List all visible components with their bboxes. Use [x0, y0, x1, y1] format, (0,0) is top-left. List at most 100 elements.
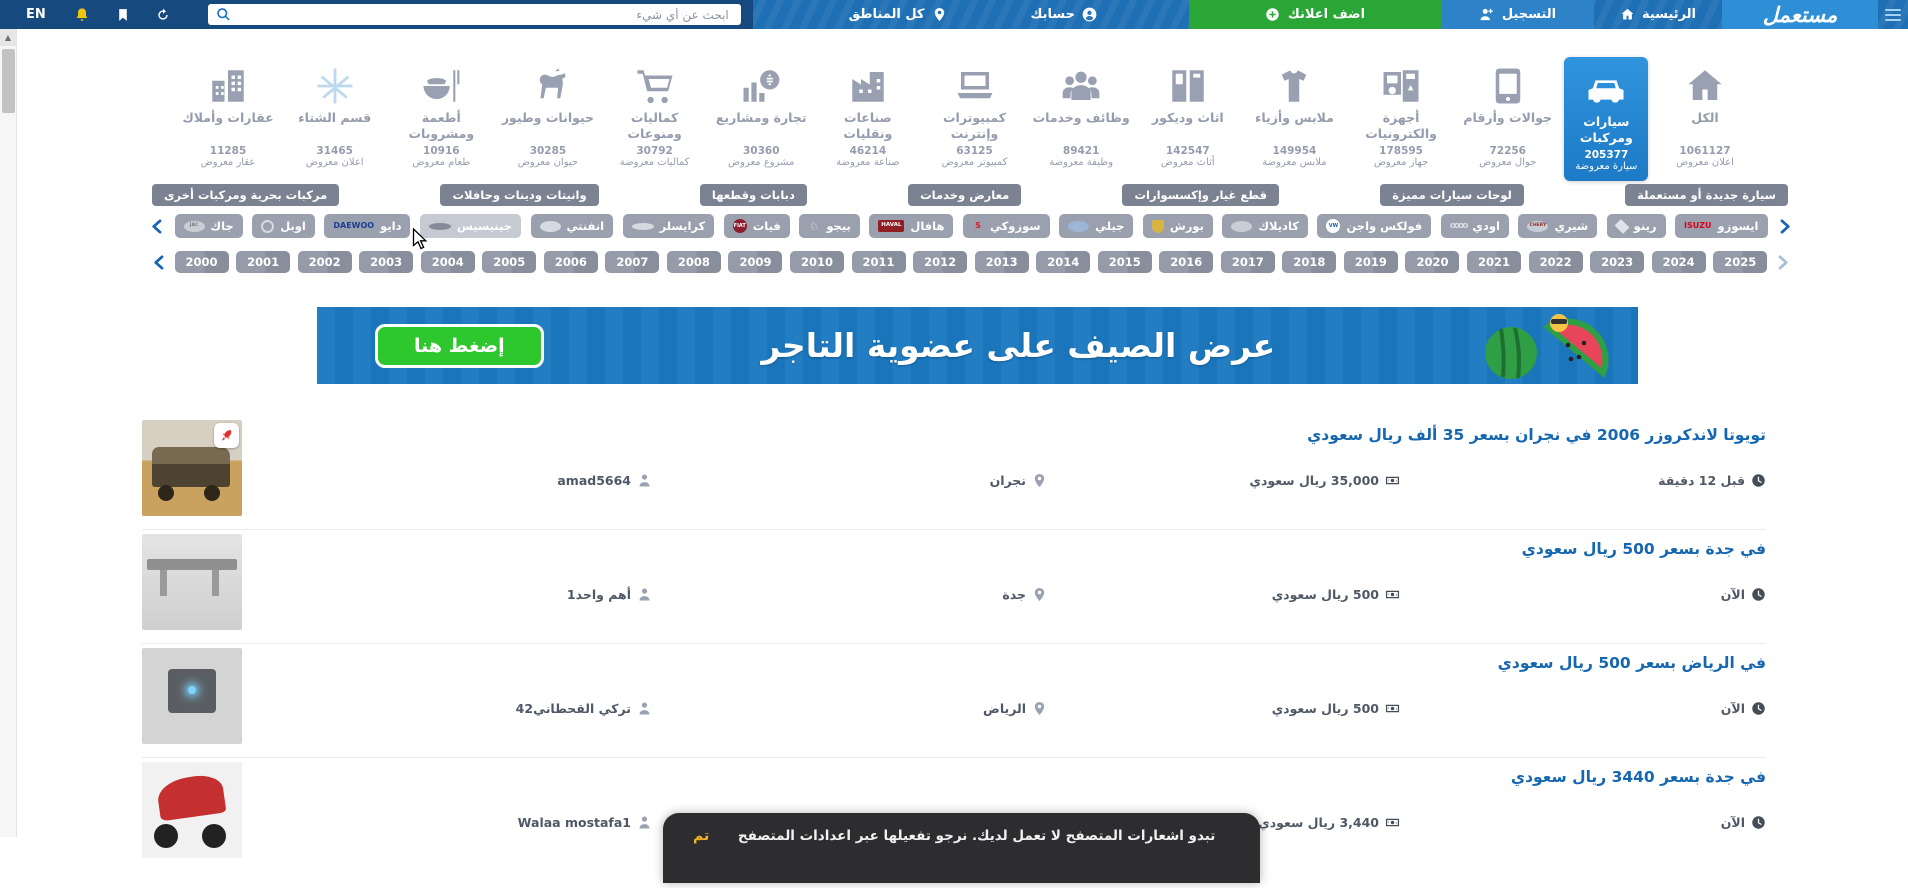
listing-location[interactable]: نجران: [990, 473, 1047, 488]
year-pill-2011[interactable]: 2011: [851, 251, 906, 273]
brands-prev-arrow[interactable]: [150, 216, 165, 237]
bookmark-icon[interactable]: [116, 8, 130, 22]
brand-isuzu[interactable]: ايسوزو ISUZU: [1675, 214, 1768, 238]
category-accessories[interactable]: كماليات ومنوعات 30792 كماليات معروضة: [605, 60, 705, 168]
year-pill-2000[interactable]: 2000: [174, 251, 229, 273]
year-pill-2003[interactable]: 2003: [359, 251, 414, 273]
category-realestate[interactable]: عقارات وأملاك 11285 عقار معروض: [178, 60, 278, 168]
brand-daewoo[interactable]: دايو DAEWOO: [324, 214, 411, 238]
brand-porsche[interactable]: بورش: [1142, 214, 1213, 238]
category-electronics[interactable]: أجهزة والكترونيات 178595 جهاز معروض: [1351, 60, 1451, 168]
nav-home[interactable]: الرئيسية: [1594, 0, 1722, 29]
brand-opel[interactable]: اوبل: [252, 214, 315, 238]
category-fashion[interactable]: ملابس وأزياء 149954 ملابس معروضة: [1244, 60, 1344, 168]
listing-title[interactable]: في الرياض بسعر 500 ريال سعودي: [1497, 654, 1766, 672]
subcategory-pill-5[interactable]: وانيتات ودينات وحافلات: [440, 184, 599, 206]
brand-infiniti[interactable]: انفنتي: [530, 214, 614, 238]
year-pill-2004[interactable]: 2004: [420, 251, 475, 273]
year-pill-2006[interactable]: 2006: [543, 251, 598, 273]
search-input[interactable]: [207, 4, 741, 25]
year-pill-2010[interactable]: 2010: [790, 251, 845, 273]
listing-title[interactable]: تويوتا لاندكروزر 2006 في نجران بسعر 35 أ…: [1307, 426, 1766, 444]
years-next-arrow[interactable]: [1775, 252, 1790, 273]
listing-user[interactable]: أهم واحد1: [567, 587, 652, 602]
category-industry[interactable]: صناعات ونقليات 46214 صناعة معروضة: [818, 60, 918, 168]
brand-geely[interactable]: جيلي: [1059, 214, 1134, 238]
category-jobs[interactable]: وظائف وخدمات 89421 وظيفة معروضة: [1031, 60, 1131, 168]
year-pill-2002[interactable]: 2002: [297, 251, 352, 273]
listing-title[interactable]: في جدة بسعر 3440 ريال سعودي: [1510, 768, 1766, 786]
refresh-icon[interactable]: [156, 8, 170, 22]
category-animals[interactable]: حيوانات وطيور 30285 حيوان معروض: [498, 60, 598, 168]
year-pill-2018[interactable]: 2018: [1282, 251, 1337, 273]
scrollbar-thumb[interactable]: [2, 49, 15, 113]
listing-thumbnail[interactable]: [142, 420, 242, 516]
brand-chery[interactable]: شيري CHERY: [1518, 214, 1598, 238]
brand-renault[interactable]: رينو: [1606, 214, 1666, 238]
subcategory-pill-1[interactable]: لوحات سيارات مميزة: [1380, 184, 1524, 206]
subcategory-pill-6[interactable]: مركبات بحرية ومركبات أخرى: [152, 184, 340, 206]
year-pill-2024[interactable]: 2024: [1651, 251, 1706, 273]
category-winter[interactable]: قسم الشتاء 31465 اعلان معروض: [285, 60, 385, 168]
year-pill-2022[interactable]: 2022: [1528, 251, 1583, 273]
subcategory-pill-3[interactable]: معارض وخدمات: [908, 184, 1022, 206]
listing-thumbnail[interactable]: [142, 762, 242, 858]
brand-jac[interactable]: جاك JAC: [174, 214, 243, 238]
brand-fiat[interactable]: فيات FIAT: [723, 214, 790, 238]
category-phones[interactable]: جوالات وأرقام 72256 جوال معروض: [1458, 60, 1558, 168]
year-pill-2008[interactable]: 2008: [666, 251, 721, 273]
year-pill-2016[interactable]: 2016: [1159, 251, 1214, 273]
category-food[interactable]: أطعمة ومشروبات 10916 طعام معروض: [391, 60, 491, 168]
years-prev-arrow[interactable]: [152, 252, 167, 273]
listing-location[interactable]: جدة: [1002, 587, 1047, 602]
nav-account[interactable]: حسابك: [1015, 0, 1113, 29]
listing-title[interactable]: في جدة بسعر 500 ريال سعودي: [1521, 540, 1766, 558]
year-pill-2021[interactable]: 2021: [1467, 251, 1522, 273]
scrollbar-up-arrow[interactable]: ▲: [0, 29, 16, 46]
brand-genesis[interactable]: جينيسيس: [419, 214, 522, 238]
banner-cta-button[interactable]: إضغط هنا: [375, 323, 544, 368]
promo-banner[interactable]: عرض الصيف على عضوية التاجر إضغط هنا: [317, 307, 1638, 384]
brand-audi[interactable]: اودي oooo: [1440, 214, 1509, 238]
brand-volkswagen[interactable]: فولكس واجن VW: [1317, 214, 1432, 238]
listing-user[interactable]: تركي القحطاني42: [516, 701, 652, 716]
category-all[interactable]: الكل 1061127 اعلان معروض: [1655, 60, 1755, 168]
category-computers[interactable]: كمبيوترات وإنترنت 63125 كمبيوتر معروض: [925, 60, 1025, 168]
brand-haval[interactable]: هافال HAVAL: [869, 214, 954, 238]
regions-selector[interactable]: كل المناطق: [833, 0, 963, 29]
listing-thumbnail[interactable]: [142, 534, 242, 630]
year-pill-2012[interactable]: 2012: [913, 251, 968, 273]
brand-peugeot[interactable]: بيجو ♘: [799, 214, 860, 238]
site-logo[interactable]: مستعمل: [1722, 0, 1878, 29]
year-pill-2005[interactable]: 2005: [482, 251, 537, 273]
add-ad-button[interactable]: اضف اعلانك: [1188, 0, 1441, 29]
year-pill-2014[interactable]: 2014: [1036, 251, 1091, 273]
language-toggle[interactable]: EN: [26, 7, 46, 22]
category-trade[interactable]: تجارة ومشاريع 30360 مشروع معروض: [711, 60, 811, 168]
subcategory-pill-4[interactable]: دبابات وقطعها: [699, 184, 807, 206]
menu-icon[interactable]: [1878, 0, 1908, 29]
subcategory-pill-2[interactable]: قطع غيار وإكسسوارات: [1122, 184, 1280, 206]
year-pill-2019[interactable]: 2019: [1343, 251, 1398, 273]
listing-user[interactable]: amad5664: [557, 473, 652, 488]
year-pill-2017[interactable]: 2017: [1220, 251, 1275, 273]
register-button[interactable]: التسجيل: [1440, 0, 1594, 29]
notifications-bell-icon[interactable]: [74, 7, 90, 23]
year-pill-2007[interactable]: 2007: [605, 251, 660, 273]
brand-suzuki[interactable]: سوزوكي S: [962, 214, 1050, 238]
year-pill-2023[interactable]: 2023: [1590, 251, 1645, 273]
page-scrollbar[interactable]: ▲: [0, 29, 17, 837]
year-pill-2025[interactable]: 2025: [1713, 251, 1768, 273]
brand-chrysler[interactable]: كرايسلر: [622, 214, 715, 238]
year-pill-2013[interactable]: 2013: [974, 251, 1029, 273]
year-pill-2020[interactable]: 2020: [1405, 251, 1460, 273]
search-box[interactable]: [207, 4, 741, 25]
year-pill-2015[interactable]: 2015: [1097, 251, 1152, 273]
year-pill-2001[interactable]: 2001: [236, 251, 291, 273]
category-cars[interactable]: سيارات ومركبات 205377 سيارة معروضة: [1564, 57, 1649, 181]
listing-user[interactable]: Walaa mostafa1: [518, 815, 652, 830]
listing-location[interactable]: الرياض: [983, 701, 1047, 716]
toast-dismiss-button[interactable]: تم: [693, 828, 710, 844]
listing-thumbnail[interactable]: [142, 648, 242, 744]
category-furniture[interactable]: اثاث وديكور 142547 أثاث معروض: [1138, 60, 1238, 168]
